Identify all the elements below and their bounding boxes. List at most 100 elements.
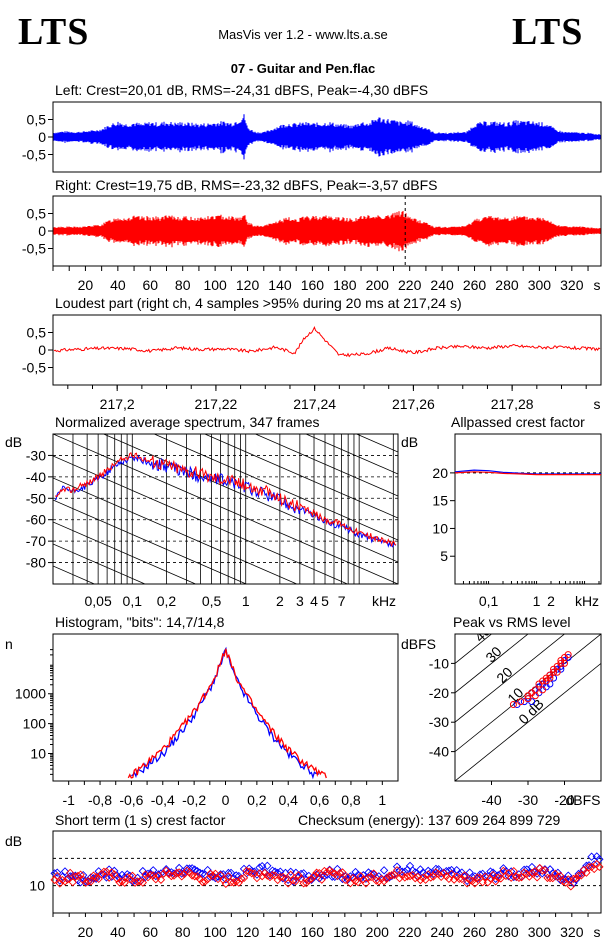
short-term-crest-point-right [571, 874, 581, 883]
short-term-crest-point-right [206, 869, 215, 878]
right-waveform-xtick-label: 20 [78, 277, 94, 293]
short-term-crest-xtick-label: 140 [268, 924, 292, 940]
peak-vs-rms-ytick-label: -40 [429, 744, 449, 760]
histogram-ytick-label: 1000 [15, 686, 46, 702]
short-term-crest-point-right [169, 871, 179, 880]
short-term-crest-point-right [203, 874, 212, 884]
right-waveform-xtick-label: 320 [560, 277, 584, 293]
histogram-ytick-label: 100 [23, 716, 47, 732]
short-term-crest-point-right [488, 870, 498, 880]
right-waveform-title: Right: Crest=19,75 dB, RMS=-23,32 dBFS, … [55, 177, 438, 193]
short-term-crest-xtick-label: 180 [333, 924, 357, 940]
short-term-crest-point-right [457, 874, 467, 884]
short-term-crest-point-left [203, 865, 212, 875]
short-term-crest-point-right [361, 879, 371, 888]
short-term-crest-xtick-label: 300 [528, 924, 552, 940]
right-waveform-waveform [53, 211, 601, 252]
short-term-crest-xtick-label: 160 [301, 924, 325, 940]
short-term-crest-xtick-label: 100 [203, 924, 227, 940]
short-term-crest-point-right [574, 871, 583, 880]
right-waveform-xtick-label: 220 [398, 277, 422, 293]
short-term-crest-point-right [395, 874, 404, 883]
short-term-crest-point-right [470, 879, 480, 888]
peak-vs-rms-point-right [553, 668, 561, 676]
short-term-crest-point-right [307, 874, 316, 883]
short-term-crest-ytick-label: 10 [29, 878, 45, 894]
short-term-crest-point-right [579, 865, 588, 875]
short-term-crest-point-left [193, 866, 202, 876]
short-term-crest-point-right [185, 868, 194, 877]
short-term-crest-point-right [564, 875, 573, 884]
allpassed-crest-title: Allpassed crest factor [451, 414, 585, 430]
peak-vs-rms-crest-label: 40 [471, 622, 493, 644]
short-term-crest-point-right [532, 873, 542, 882]
short-term-crest-point-right [112, 874, 122, 883]
short-term-crest-point-right [304, 876, 314, 885]
avg-spectrum-series-right [54, 452, 397, 547]
histogram-xtick-label: 0,4 [278, 792, 298, 808]
avg-spectrum-xtick-label: 2 [276, 593, 284, 609]
histogram-xtick-label: -0,4 [151, 792, 175, 808]
short-term-crest-xtick-label: 260 [463, 924, 487, 940]
right-waveform-xtick-label: 80 [175, 277, 191, 293]
right-waveform-xtick-label: 280 [495, 277, 519, 293]
avg-spectrum-xtick-label: 0,5 [202, 593, 222, 609]
left-waveform-title: Left: Crest=20,01 dB, RMS=-24,31 dBFS, P… [55, 82, 429, 98]
peak-vs-rms-point-right [531, 692, 539, 700]
avg-spectrum-xtick-label: 0,05 [85, 593, 112, 609]
avg-spectrum-slope-line [153, 434, 398, 541]
short-term-crest-point-right [257, 871, 267, 881]
avg-spectrum-ytick-label: -70 [26, 533, 46, 549]
loudest-part-line [53, 326, 601, 358]
short-term-crest-point-right [141, 870, 150, 879]
short-term-crest-point-left [138, 866, 147, 876]
short-term-crest-point-right [356, 872, 365, 881]
avg-spectrum-slope-line [102, 434, 398, 563]
short-term-crest-point-right [208, 871, 218, 880]
short-term-crest-point-right [486, 874, 495, 883]
loudest-part-title: Loudest part (right ch, 4 samples >95% d… [55, 295, 462, 311]
peak-vs-rms-point-right [524, 695, 532, 703]
right-waveform-xtick-label: 100 [203, 277, 227, 293]
loudest-part-ytick-label: -0,5 [22, 360, 46, 376]
peak-vs-rms-point-right [557, 659, 565, 667]
short-term-crest-point-left [182, 864, 192, 873]
short-term-crest-point-right [213, 874, 223, 884]
short-term-crest-point-right [330, 869, 339, 878]
short-term-crest-point-right [343, 873, 352, 882]
short-term-crest-point-right [522, 869, 531, 879]
short-term-crest-point-right [322, 867, 332, 877]
short-term-crest-point-right [577, 871, 586, 880]
short-term-crest-point-right [333, 871, 342, 881]
short-term-crest-point-right [294, 871, 303, 880]
peak-vs-rms-ytick-label: -30 [429, 714, 449, 730]
short-term-crest-point-right [431, 868, 441, 877]
short-term-crest-point-right [317, 875, 326, 884]
avg-spectrum-xtick-label: 0,2 [157, 593, 177, 609]
short-term-crest-point-right [382, 874, 391, 883]
avg-spectrum-slope-line [355, 434, 398, 453]
short-term-crest-point-right [283, 879, 293, 888]
short-term-crest-point-left [592, 852, 601, 861]
short-term-crest-point-right [226, 877, 236, 887]
allpassed-crest-ytick-label: 5 [440, 548, 448, 564]
short-term-crest-point-left [429, 870, 438, 879]
loudest-part-frame [52, 314, 602, 386]
histogram-xtick-label: -1 [62, 792, 75, 808]
short-term-crest-point-right [63, 875, 72, 884]
histogram-title: Histogram, "bits": 14,7/14,8 [55, 614, 225, 630]
peak-vs-rms-crest-label: 30 [482, 643, 504, 665]
short-term-crest-point-right [151, 875, 160, 884]
peak-vs-rms-point-right [539, 686, 547, 694]
avg-spectrum-xtick-label: 3 [296, 593, 304, 609]
allpassed-crest-series-right [454, 471, 601, 476]
short-term-crest-point-right [86, 877, 96, 886]
right-waveform-ytick-label: 0,5 [27, 206, 47, 222]
short-term-crest-xtick-label: 60 [142, 924, 158, 940]
logo-left: LTS [18, 11, 90, 53]
histogram-xtick-label: -0,8 [88, 792, 112, 808]
histogram-series-right [127, 648, 327, 779]
short-term-crest-point-right [377, 874, 386, 884]
short-term-crest-point-right [413, 872, 422, 882]
right-waveform-xtick-label: 240 [430, 277, 454, 293]
